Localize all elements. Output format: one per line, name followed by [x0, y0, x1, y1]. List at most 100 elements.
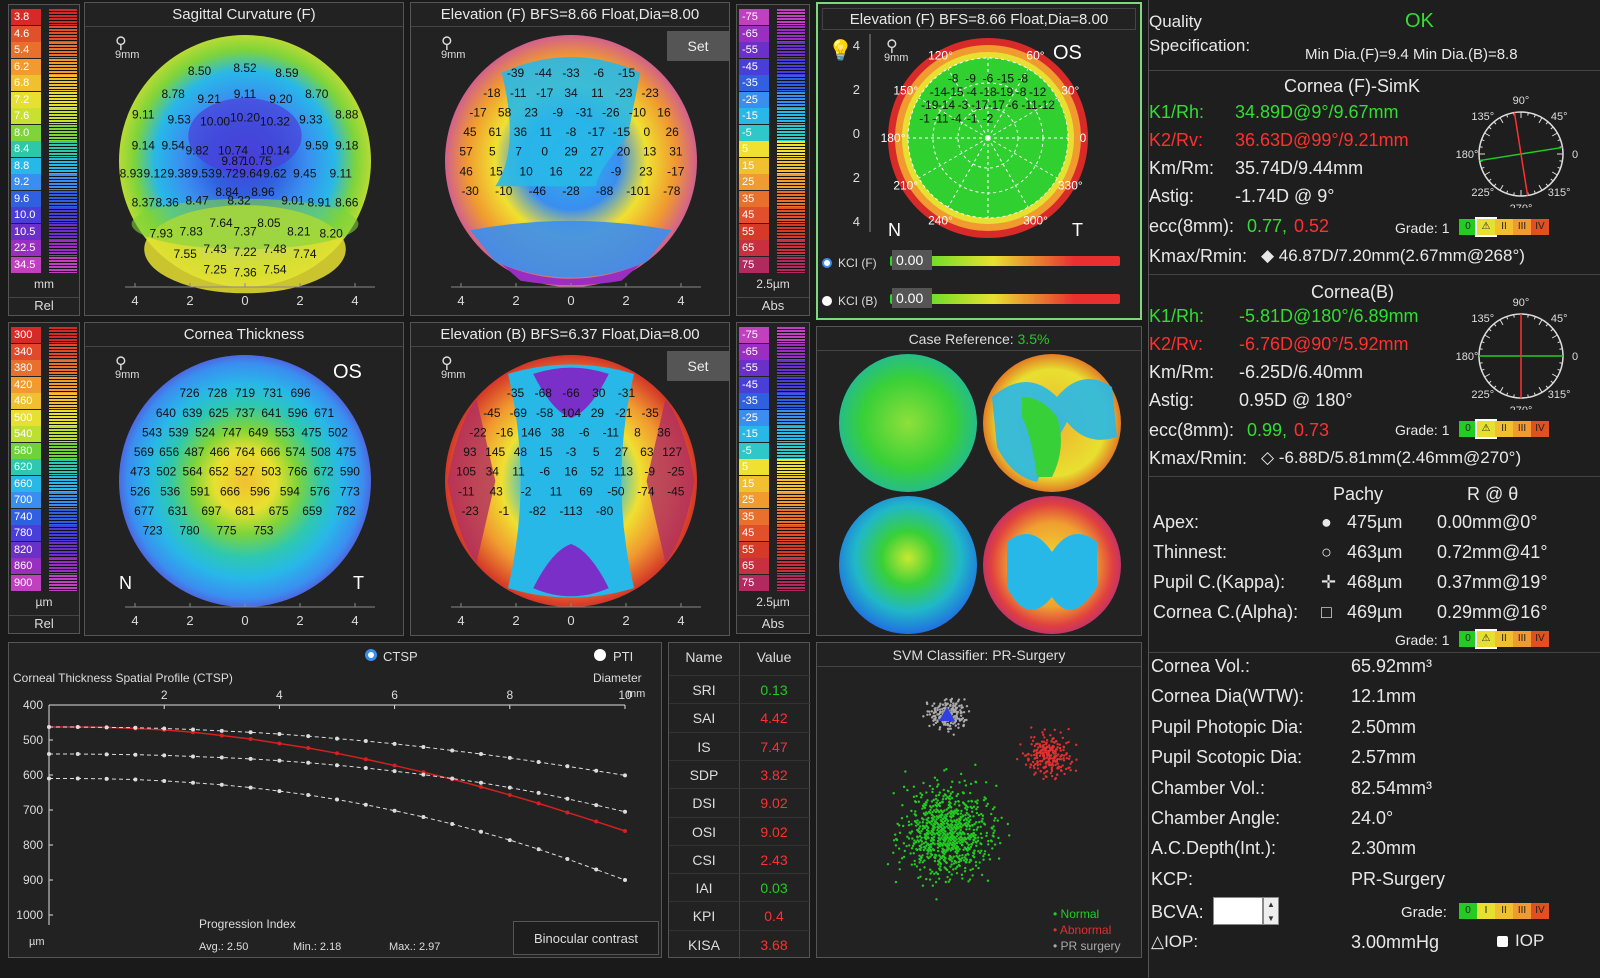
svm-pr-point	[926, 710, 929, 713]
zoom-icon[interactable]: ⚲	[115, 355, 127, 372]
kci-b-radio[interactable]	[822, 296, 832, 306]
pachy-scale-mode[interactable]: Rel	[9, 615, 79, 631]
svm-abnormal-point	[1033, 753, 1036, 757]
sagittal-curvature-panel[interactable]: Sagittal Curvature (F) ⚲ 9mm 8.50 8.52 8.5…	[84, 2, 404, 316]
svm-normal-point	[910, 863, 914, 866]
svm-normal-point	[938, 791, 941, 794]
elevation-front-scale-mode[interactable]: Abs	[737, 297, 809, 313]
bcva-stepper[interactable]: ▲ ▼	[1263, 897, 1279, 925]
dial-tick	[1550, 328, 1554, 332]
map-value: 63	[640, 445, 654, 459]
scale-row: 300	[11, 327, 41, 343]
svm-abnormal-point	[1030, 754, 1033, 757]
svm-normal-point	[971, 810, 974, 813]
svm-normal-point	[938, 834, 941, 837]
zoom-icon[interactable]: ⚲	[441, 35, 453, 52]
dial-tick	[1551, 334, 1558, 339]
svm-normal-point	[993, 829, 996, 832]
cornea-thickness-panel[interactable]: Cornea Thickness ⚲ 9mm OS N T 726 728 719 7…	[84, 322, 404, 636]
grade-cell: III	[1513, 219, 1531, 235]
svm-pr-point	[967, 710, 971, 713]
map-value: 93	[463, 445, 477, 459]
indices-row: SDP 3.82	[669, 759, 811, 788]
scale-row: 540	[11, 426, 41, 442]
svm-normal-point	[919, 796, 923, 799]
ctsp-y-tick: 800	[23, 838, 43, 852]
svm-normal-point	[977, 866, 980, 870]
svm-pr-point	[930, 710, 934, 713]
elevation-back-scale-mode[interactable]: Abs	[737, 615, 809, 631]
svm-abnormal-point	[1050, 774, 1054, 778]
elevation-front-panel[interactable]: Elevation (F) BFS=8.66 Float,Dia=8.00 ⚲ …	[410, 2, 730, 316]
map-value: 656	[159, 445, 179, 459]
ctsp-point	[191, 730, 195, 735]
svm-normal-point	[949, 858, 952, 862]
pti-radio[interactable]	[594, 649, 606, 661]
svm-abnormal-point	[1042, 733, 1045, 736]
kci-panel[interactable]: Elevation (F) BFS=8.66 Float,Dia=8.00 💡 …	[816, 2, 1142, 320]
map-axis-label: 2	[622, 613, 629, 628]
case-map-3[interactable]	[839, 496, 977, 634]
map-value: -31	[618, 386, 636, 400]
ctsp-point	[162, 726, 167, 731]
scale-row: 55	[739, 541, 769, 558]
svm-pr-point	[936, 706, 940, 709]
svm-abnormal-point	[1055, 748, 1058, 751]
svm-normal-point	[933, 776, 937, 779]
svm-normal-point	[932, 831, 935, 834]
sagittal-curvature-map[interactable]: 8.50 8.52 8.598.78 9.21 9.11 9.20 8.709.11 9.53…	[85, 3, 405, 317]
svm-scatter[interactable]	[817, 643, 1143, 959]
ctsp-point	[219, 728, 224, 733]
elevation-back-map[interactable]: -35 -68 -66 30 -31-45 -69 -58 104 29 -21 -35-22 -16…	[411, 323, 731, 637]
iop-checkbox[interactable]	[1497, 936, 1508, 947]
svm-normal-point	[964, 847, 968, 851]
svm-normal-point	[987, 843, 990, 846]
map-disc[interactable]	[119, 355, 371, 607]
map-value: 697	[201, 504, 221, 518]
map-region	[131, 198, 359, 250]
map-axis-label: 4	[131, 293, 138, 308]
ctsp-radio[interactable]	[365, 649, 377, 661]
case-reference-maps[interactable]	[817, 327, 1143, 637]
svm-pr-point	[932, 723, 935, 726]
grade-cell: 0	[1459, 903, 1477, 919]
scale-swatch	[777, 525, 805, 541]
svm-normal-point	[950, 826, 954, 830]
kci-f-radio[interactable]	[822, 258, 832, 268]
ctsp-point	[450, 748, 455, 753]
info-label: Cornea Vol.:	[1151, 656, 1251, 676]
case-map-1[interactable]	[839, 354, 977, 492]
scale-swatch	[777, 58, 805, 75]
svm-normal-point	[958, 804, 961, 807]
svm-normal-point	[974, 837, 977, 840]
elevation-back-panel[interactable]: Elevation (B) BFS=6.37 Float,Dia=8.00 ⚲ …	[410, 322, 730, 636]
svm-abnormal-point	[1043, 751, 1046, 754]
bcva-input[interactable]	[1213, 897, 1263, 925]
index-name: IS	[697, 738, 711, 755]
curvature-scale-mode[interactable]: Rel	[9, 297, 79, 313]
zoom-icon[interactable]: ⚲	[441, 355, 453, 372]
svm-normal-point	[956, 846, 960, 849]
svm-normal-point	[922, 781, 925, 785]
pachy-row-value: 469µm	[1347, 602, 1403, 622]
set-button-front[interactable]: Set	[667, 31, 729, 61]
svm-normal-point	[943, 839, 947, 843]
zoom-icon[interactable]: ⚲	[115, 35, 127, 52]
nasal-label: N	[888, 220, 901, 240]
svm-normal-point	[905, 844, 908, 848]
scale-row: 660	[11, 475, 41, 492]
map-value: 20	[617, 145, 631, 159]
set-button-back[interactable]: Set	[667, 351, 729, 381]
ctsp-point	[47, 752, 51, 756]
map-value: 7.54	[263, 262, 287, 276]
scale-row: 22.5	[11, 240, 41, 256]
svm-current-case-marker[interactable]	[939, 707, 955, 721]
svm-normal-point	[925, 837, 928, 841]
binocular-contrast-button[interactable]: Binocular contrast	[513, 921, 659, 955]
ctsp-x-tick: 10	[618, 688, 632, 702]
zoom-icon[interactable]: ⚲	[886, 38, 898, 55]
elevation-front-map[interactable]: -39 -44 -33 -6 -15-18 -11 -17 34 11 -23 -23-17 58 23…	[411, 3, 731, 317]
